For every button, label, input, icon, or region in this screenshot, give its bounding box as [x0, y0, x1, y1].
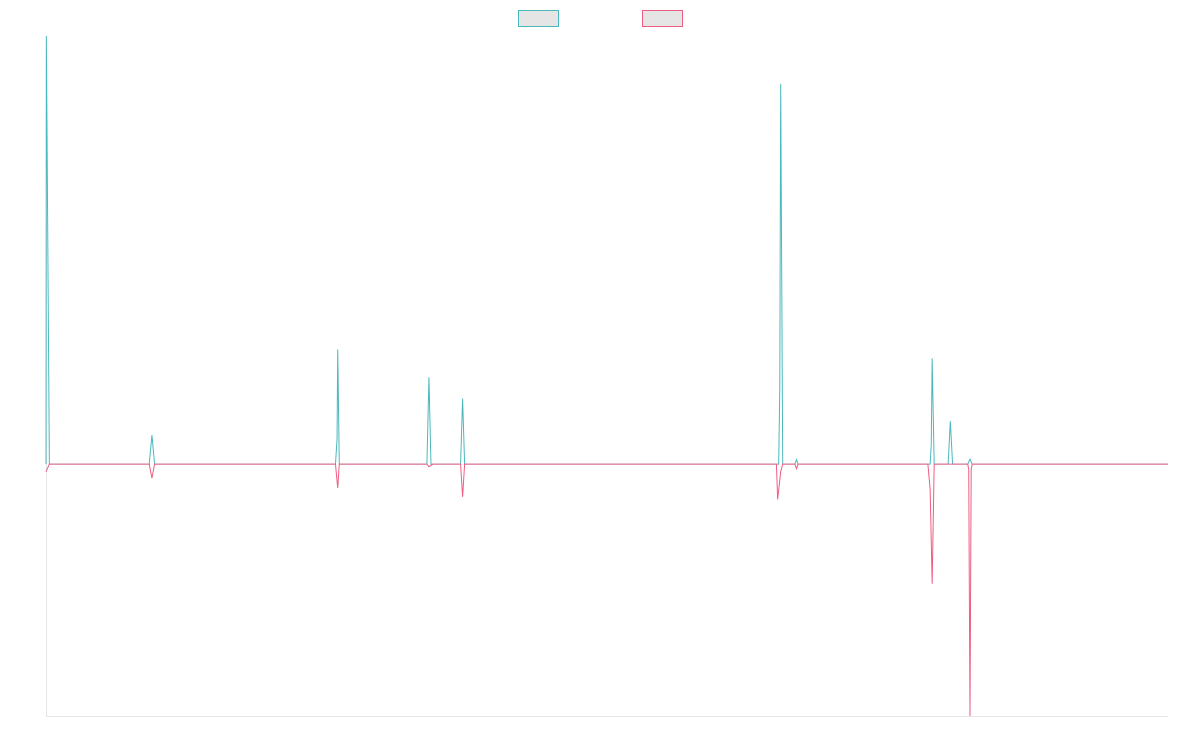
legend	[518, 10, 683, 27]
series-layer	[45, 35, 1168, 717]
axes	[46, 36, 1168, 717]
legend-item-1	[518, 10, 559, 27]
series-line-1	[45, 35, 1168, 465]
series-line-2	[45, 463, 1168, 717]
legend-swatch-2	[642, 10, 683, 27]
legend-item-2	[642, 10, 683, 27]
legend-swatch-1	[518, 10, 559, 27]
